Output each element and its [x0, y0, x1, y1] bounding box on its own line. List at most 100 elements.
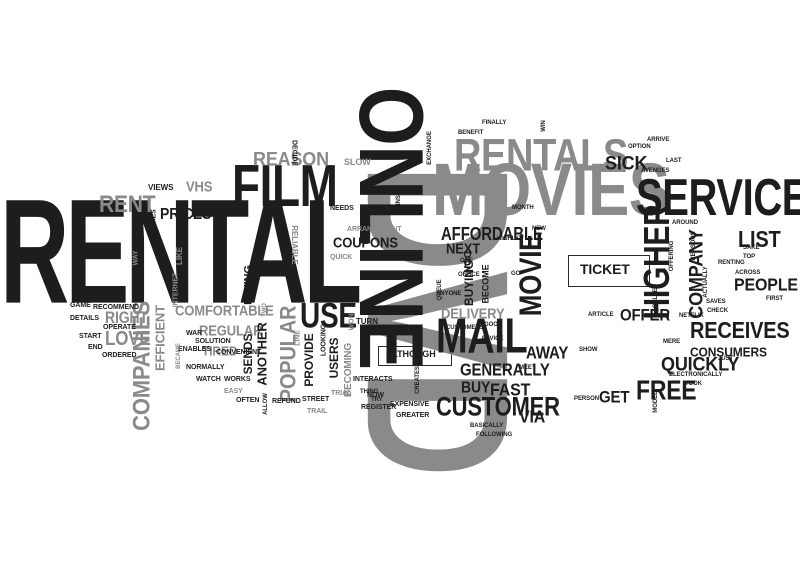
word-comfortable: Comfortable: [175, 301, 274, 320]
word-netflix: Netflix: [679, 313, 704, 319]
word-generally: Generally: [460, 360, 550, 381]
word-free: Free: [636, 374, 697, 406]
word-consumers: Consumers: [690, 344, 767, 360]
word-became: Became: [176, 343, 182, 369]
word-avenges: Avenges: [641, 168, 670, 174]
word-first: First: [766, 296, 784, 302]
word-operate: Operate: [103, 324, 136, 331]
word-allow: Allow: [263, 393, 269, 415]
word-way: Way: [132, 250, 140, 266]
word-expensive: Expensive: [390, 401, 430, 408]
word-last: Last: [666, 158, 682, 164]
word-new: New: [532, 226, 546, 232]
word-get: Get: [599, 388, 630, 407]
word-register: Register: [361, 404, 397, 411]
word-use: Use: [300, 296, 357, 335]
word-reliable: Reliable: [290, 225, 299, 265]
word-fast: Fast: [490, 381, 531, 400]
word-finally: Finally: [482, 120, 507, 126]
word-mail: Mail: [436, 309, 528, 365]
word-sick: Sick: [605, 152, 648, 174]
word-prices: Prices: [160, 203, 212, 223]
word-buy: Buy: [461, 378, 491, 396]
word-war: War: [186, 330, 203, 337]
word-tired: Tired: [202, 343, 238, 359]
word-although: Although: [386, 349, 436, 359]
word-films: Films: [394, 379, 439, 398]
word-offering: Offering: [669, 240, 675, 272]
word-actually: Actually: [703, 266, 709, 298]
word-enables: Enables: [178, 346, 211, 353]
word-benefit: Benefit: [458, 130, 484, 136]
word-article: Article: [588, 312, 614, 318]
word-slow: Slow: [344, 157, 371, 167]
word-works: Works: [224, 376, 251, 383]
word-vhs: VHS: [186, 178, 213, 195]
word-two: Two: [262, 303, 268, 317]
word-office: Office: [458, 272, 480, 278]
word-coupons: Coupons: [333, 234, 398, 251]
word-becoming: Becoming: [343, 342, 354, 398]
word-joins: Joins: [396, 195, 402, 213]
word-queue: Queue: [437, 279, 443, 301]
ticket-frame: [568, 255, 650, 287]
word-next: Next: [446, 239, 481, 258]
word-people: People: [734, 276, 798, 295]
word-recommend: Recommend: [93, 304, 140, 311]
word-greater: Greater: [396, 412, 430, 419]
word-via: Via: [519, 408, 546, 427]
word-saves: Saves: [706, 299, 726, 305]
word-views: Views: [148, 183, 174, 192]
word-like: Like: [175, 247, 184, 265]
word-start: Start: [79, 333, 102, 340]
word-refund: Refund: [272, 398, 301, 405]
word-win: Win: [541, 120, 547, 132]
word-around: Around: [672, 220, 698, 226]
word-option: Option: [628, 144, 651, 150]
word-won: Won: [348, 313, 356, 331]
word-often: Often: [236, 397, 260, 404]
word-line: Line: [294, 330, 302, 346]
word-movies: Movies: [432, 149, 670, 232]
word-film: Film: [232, 151, 338, 219]
word-needs: Needs: [330, 205, 354, 212]
word-just: Just: [718, 356, 734, 362]
word-good: Good: [484, 322, 503, 328]
word-sake: Sake: [743, 245, 760, 251]
word-rent: Rent: [99, 191, 156, 218]
word-advice: Advice: [481, 336, 504, 342]
word-following: Following: [476, 432, 513, 438]
word-show: Show: [579, 347, 598, 353]
word-across: Across: [735, 270, 761, 276]
word-go: Go: [511, 271, 521, 277]
word-regular: Regular: [199, 321, 263, 340]
word-highly: Highly: [497, 236, 519, 242]
word-list: List: [738, 227, 781, 253]
word-ordered: Ordered: [102, 352, 137, 359]
word-game: Game: [70, 302, 91, 309]
word-normally: Normally: [186, 364, 225, 371]
word-one: One: [460, 258, 473, 264]
word-month: Month: [512, 205, 534, 211]
word-become: Become: [480, 264, 491, 304]
word-meet: Meet: [519, 365, 536, 371]
word-basically: Basically: [470, 423, 504, 429]
word-person: Person: [574, 396, 599, 402]
word-receives: Receives: [690, 318, 790, 344]
word-trail: Trail: [307, 408, 328, 415]
word-affordable: Affordable: [441, 224, 543, 245]
word-internet: Internet: [172, 272, 180, 308]
word-anyone: Anyone: [436, 291, 462, 297]
word-creates: Creates: [415, 366, 421, 394]
word-rentals: Rentals: [454, 130, 628, 182]
word-efficient: Efficient: [152, 305, 168, 371]
word-rental: Rental: [0, 169, 362, 336]
word-top: Top: [743, 254, 756, 260]
word-popular: Popular: [276, 305, 302, 403]
word-arrive: Arrive: [647, 137, 670, 143]
word-easy: Easy: [224, 388, 243, 395]
word-try: Try: [371, 397, 383, 403]
word-trial: Trial: [331, 390, 352, 397]
word-model: Model: [653, 391, 659, 413]
